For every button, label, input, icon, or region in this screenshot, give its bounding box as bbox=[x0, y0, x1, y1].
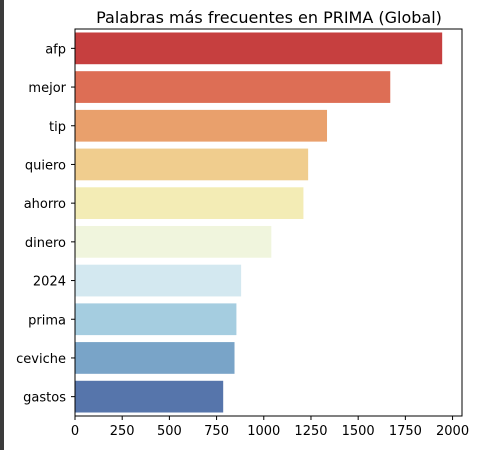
bar-2024 bbox=[75, 265, 241, 297]
y-tick-label: 2024 bbox=[33, 275, 66, 290]
bar-prima bbox=[75, 303, 236, 335]
x-tick-label: 500 bbox=[157, 424, 182, 439]
bar-ceviche bbox=[75, 342, 235, 374]
bars-layer bbox=[75, 32, 442, 412]
x-tick-label: 1250 bbox=[294, 424, 327, 439]
bar-mejor bbox=[75, 71, 390, 103]
y-tick-label: tip bbox=[49, 120, 66, 135]
x-tick-label: 1000 bbox=[247, 424, 280, 439]
y-tick-label: afp bbox=[45, 42, 66, 57]
x-tick-label: 2000 bbox=[436, 424, 469, 439]
bar-quiero bbox=[75, 149, 308, 181]
x-tick-label: 0 bbox=[71, 424, 79, 439]
bar-tip bbox=[75, 110, 327, 142]
x-tick-label: 750 bbox=[204, 424, 229, 439]
bar-dinero bbox=[75, 226, 271, 258]
x-tick-label: 250 bbox=[110, 424, 135, 439]
y-tick-label: prima bbox=[28, 313, 66, 328]
y-tick-label: gastos bbox=[23, 391, 66, 406]
y-axis: afp mejor tip quiero ahorro dinero 2024 prima ce… bbox=[16, 42, 75, 405]
x-axis: 0 250 500 750 1000 1250 1500 1750 2000 bbox=[71, 416, 469, 439]
y-tick-label: mejor bbox=[28, 81, 66, 96]
bar-ahorro bbox=[75, 187, 303, 219]
x-tick-label: 1500 bbox=[342, 424, 375, 439]
bar-afp bbox=[75, 32, 442, 64]
y-tick-label: dinero bbox=[25, 236, 66, 251]
y-tick-label: ceviche bbox=[16, 352, 66, 367]
bar-gastos bbox=[75, 381, 223, 413]
y-tick-label: ahorro bbox=[24, 197, 66, 212]
chart-title: Palabras más frecuentes en PRIMA (Global… bbox=[96, 8, 442, 27]
y-tick-label: quiero bbox=[25, 158, 66, 173]
x-tick-label: 1750 bbox=[389, 424, 422, 439]
